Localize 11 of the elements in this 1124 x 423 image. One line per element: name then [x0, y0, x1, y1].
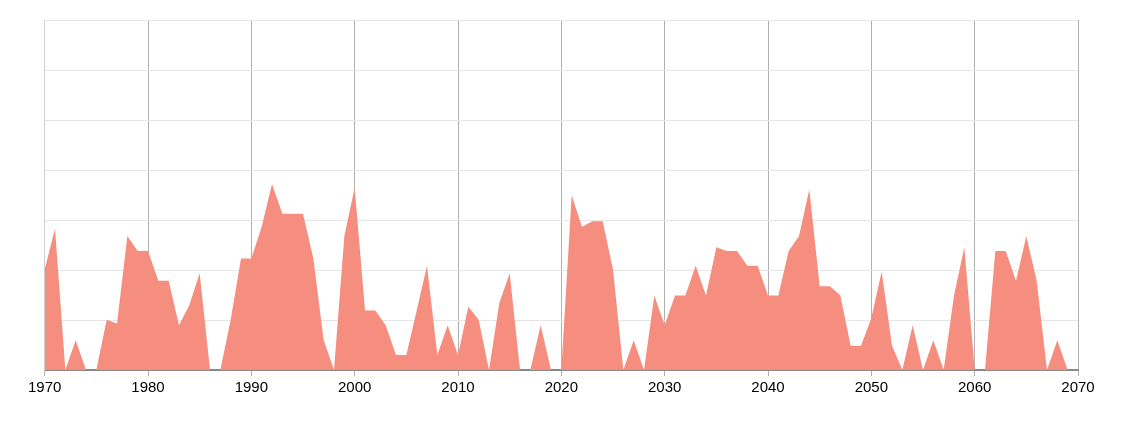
x-tick-label: 2020 — [544, 378, 579, 396]
x-tick-label: 2030 — [647, 378, 682, 396]
x-tick-label: 1980 — [131, 378, 165, 396]
x-tick-label: 2040 — [751, 378, 785, 396]
x-tick-label: 1970 — [28, 378, 62, 396]
x-tick-label: 1990 — [234, 378, 269, 396]
x-tick-label: 2000 — [337, 378, 372, 396]
x-tick-label: 2010 — [441, 378, 475, 396]
x-tick-label: 2060 — [957, 378, 992, 396]
x-tick-label: 2050 — [854, 378, 889, 396]
x-tick-label: 2070 — [1061, 378, 1095, 396]
